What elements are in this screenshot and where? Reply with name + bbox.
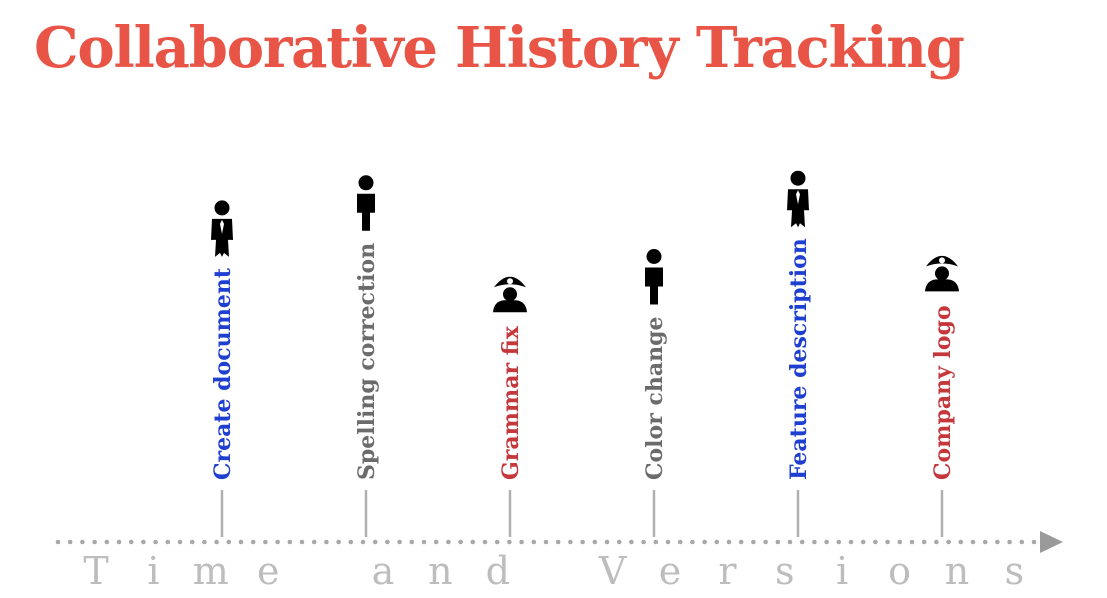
event-label: Feature description [786, 238, 812, 480]
timeline-events: Create document Spelling correction Gramma… [210, 170, 959, 537]
axis-label-letter: o [888, 549, 911, 593]
timeline-event: Spelling correction [354, 175, 380, 537]
axis-label-letter: s [775, 549, 795, 593]
axis-label-letter: m [193, 549, 229, 593]
axis-label-letter: i [147, 549, 159, 593]
person-tie-icon [787, 170, 809, 228]
pirate-icon [925, 255, 959, 292]
axis-label-letter: V [598, 549, 627, 593]
event-label: Company logo [930, 305, 956, 480]
timeline-event: Grammar fix [493, 276, 527, 537]
axis-label-letter: r [718, 549, 737, 593]
event-label: Grammar fix [498, 325, 524, 480]
axis-label-letter: T [83, 549, 108, 593]
event-label: Spelling correction [354, 243, 380, 480]
axis-label-letter: a [372, 549, 395, 593]
person-icon [357, 175, 375, 231]
axis-label-letter: e [257, 549, 280, 593]
axis-label-letter: n [945, 549, 969, 593]
pirate-icon [493, 276, 527, 313]
person-icon [645, 249, 663, 305]
timeline-arrow-icon [1040, 531, 1063, 553]
timeline-event: Feature description [786, 170, 812, 537]
axis-label-letter: d [486, 549, 510, 593]
axis-label-letter: n [428, 549, 452, 593]
timeline-event: Color change [642, 249, 668, 537]
axis-label-letter: s [1005, 549, 1025, 593]
person-tie-icon [211, 200, 233, 257]
event-label: Create document [210, 267, 236, 480]
timeline-axis [55, 539, 1037, 545]
event-label: Color change [642, 317, 668, 481]
axis-label-letter: i [836, 549, 848, 593]
timeline-event: Company logo [925, 255, 959, 537]
axis-label-letter: e [659, 549, 682, 593]
page-title: Collaborative History Tracking [34, 15, 965, 81]
timeline-event: Create document [210, 200, 236, 537]
